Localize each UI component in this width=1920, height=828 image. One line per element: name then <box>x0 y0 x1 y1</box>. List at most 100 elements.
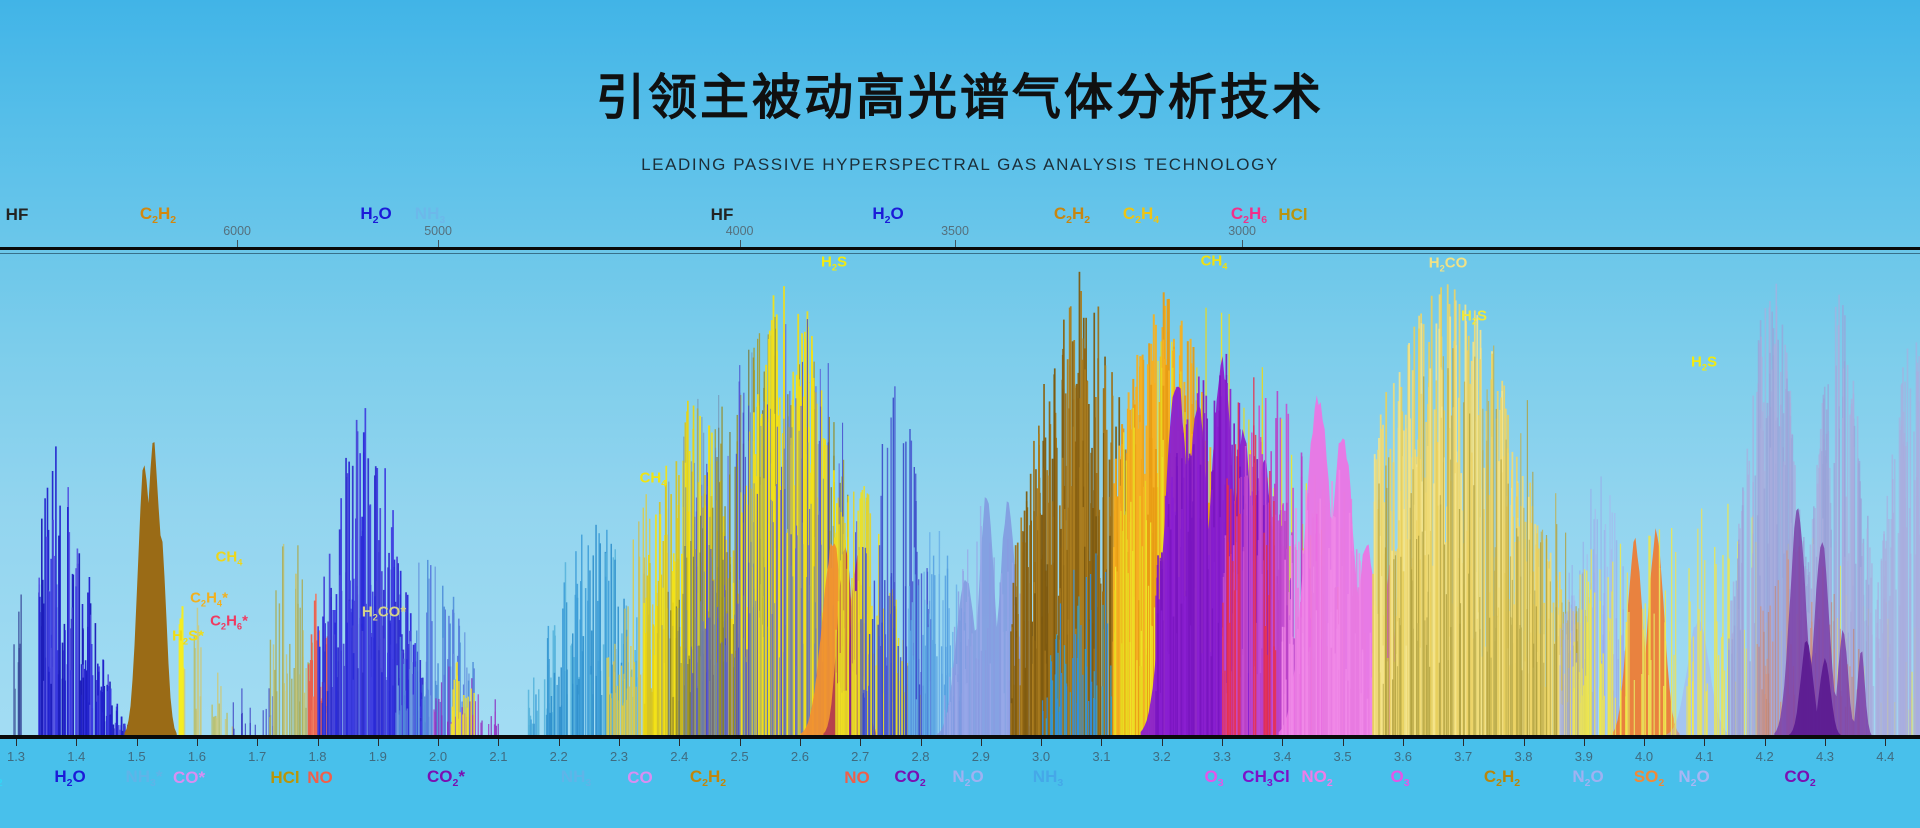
gas-label: O2 <box>0 767 3 789</box>
gas-label: NH3 <box>1032 766 1064 790</box>
wavelength-tick-label: 4.0 <box>1635 749 1654 764</box>
wavelength-tick-label: 1.8 <box>308 749 327 764</box>
wavelength-tick-label: 2.2 <box>549 749 568 764</box>
wavelength-tick-label: 3.5 <box>1333 749 1352 764</box>
gas-label: H2O <box>54 766 86 790</box>
wavelength-tick <box>558 739 560 746</box>
wavelength-tick <box>1222 739 1223 746</box>
wavelength-tick <box>257 739 259 746</box>
gas-label: C2H2 <box>1483 766 1521 790</box>
gas-label: C2H4* <box>190 589 228 609</box>
wavelength-tick-label: 2.7 <box>851 749 870 764</box>
wavenumber-tick <box>438 240 440 247</box>
wavelength-tick-label: 2.3 <box>609 749 629 764</box>
wavelength-tick <box>1282 739 1284 746</box>
wavelength-tick-label: 2.4 <box>670 749 689 764</box>
gas-label: SO2 <box>1633 766 1665 790</box>
wavelength-tick-label: 1.5 <box>127 749 146 764</box>
gas-label: O3 <box>1204 766 1224 790</box>
wavelength-tick <box>1764 739 1766 746</box>
wavelength-tick <box>679 739 681 746</box>
gas-label: CH4 <box>215 548 243 568</box>
wavelength-tick-label: 3.1 <box>1092 749 1111 764</box>
wavelength-tick-label: 1.4 <box>67 749 86 764</box>
page-subtitle: LEADING PASSIVE HYPERSPECTRAL GAS ANALYS… <box>641 155 1279 174</box>
gas-label: H2O <box>872 203 904 227</box>
gas-label: H2S <box>1460 307 1488 327</box>
gas-label: HF <box>5 205 29 224</box>
gas-label: CH3Cl <box>1242 766 1290 790</box>
wavenumber-tick-label: 3000 <box>1228 224 1256 238</box>
wavelength-tick-label: 2.8 <box>911 749 930 764</box>
wavelength-tick-label: 1.6 <box>187 749 206 764</box>
wavelength-tick <box>498 739 500 746</box>
wavelength-tick-label: 3.8 <box>1514 749 1533 764</box>
wavelength-tick-label: 3.6 <box>1393 749 1412 764</box>
wavelength-tick <box>860 739 862 746</box>
wavelength-tick <box>1523 739 1525 746</box>
wavelength-tick-label: 2.5 <box>730 749 749 764</box>
wavelength-tick <box>1342 739 1344 746</box>
wavenumber-tick <box>955 240 956 247</box>
gas-label: C2H2 <box>1053 203 1091 227</box>
wavelength-tick-label: 3.3 <box>1212 749 1232 764</box>
gas-label: CO2* <box>427 766 465 790</box>
gas-label: H2O <box>360 203 392 227</box>
wavelength-tick-label: 1.9 <box>368 749 387 764</box>
wavelength-tick <box>377 739 379 746</box>
wavelength-tick-label: 3.4 <box>1273 749 1292 764</box>
gas-label: NH3 <box>560 766 592 790</box>
gas-label: N2O <box>1572 766 1604 790</box>
wavelength-tick-label: 1.3 <box>6 749 26 764</box>
wavelength-tick-label: 2.1 <box>489 749 508 764</box>
wavelength-tick-label: 4.1 <box>1695 749 1714 764</box>
wavelength-tick-label: 3.7 <box>1454 749 1473 764</box>
gas-label: C2H4 <box>1122 203 1160 227</box>
wavelength-tick <box>1402 739 1404 746</box>
page-title: 引领主被动高光谱气体分析技术 <box>595 71 1324 125</box>
gas-label: NH3 <box>414 203 446 227</box>
wavelength-tick <box>1463 739 1465 746</box>
wavelength-tick-label: 4.2 <box>1755 749 1774 764</box>
wavenumber-tick <box>237 240 239 247</box>
wavenumber-tick-label: 4000 <box>725 224 754 238</box>
gas-label: H2S <box>1690 353 1718 373</box>
wavelength-tick <box>1825 739 1826 746</box>
wavenumber-tick-label: 5000 <box>424 224 452 238</box>
wavelength-tick <box>1885 739 1887 746</box>
wavelength-tick <box>1101 739 1103 746</box>
wavelength-tick <box>76 739 78 746</box>
gas-label: NO2 <box>1301 766 1333 790</box>
gas-label: C2H6* <box>210 612 248 632</box>
wavenumber-tick-label: 6000 <box>223 224 251 238</box>
wavelength-tick <box>196 739 198 746</box>
gas-label: CO* <box>172 768 206 787</box>
top-axis-line-secondary <box>0 253 1920 254</box>
gas-label: CO2 <box>1784 766 1816 790</box>
top-axis-line <box>0 247 1920 250</box>
gas-label: N2O <box>1678 766 1710 790</box>
wavelength-tick <box>16 739 17 746</box>
wavelength-tick <box>1161 739 1163 746</box>
gas-label: NH3* <box>125 766 163 790</box>
wavelength-tick-label: 3.0 <box>1032 749 1051 764</box>
footer-band <box>0 739 1920 828</box>
wavenumber-tick-label: 3500 <box>941 224 969 238</box>
gas-label: HCl <box>270 768 300 787</box>
gas-label: N2O <box>952 766 984 790</box>
wavelength-tick-label: 2.0 <box>429 749 448 764</box>
wavelength-tick <box>1704 739 1706 746</box>
wavelength-tick <box>1583 739 1585 746</box>
wavelength-tick-label: 2.6 <box>790 749 809 764</box>
wavelength-tick <box>739 739 741 746</box>
gas-label: CH4 <box>639 469 667 489</box>
gas-label: C2H6 <box>1230 203 1268 227</box>
gas-label: C2H2 <box>689 766 727 790</box>
gas-label: H2S <box>820 253 848 273</box>
wavelength-tick <box>799 739 801 746</box>
gas-label: HF <box>710 205 734 224</box>
wavelength-tick <box>920 739 922 746</box>
wavelength-tick-label: 1.7 <box>248 749 267 764</box>
gas-label: CO2 <box>894 766 926 790</box>
